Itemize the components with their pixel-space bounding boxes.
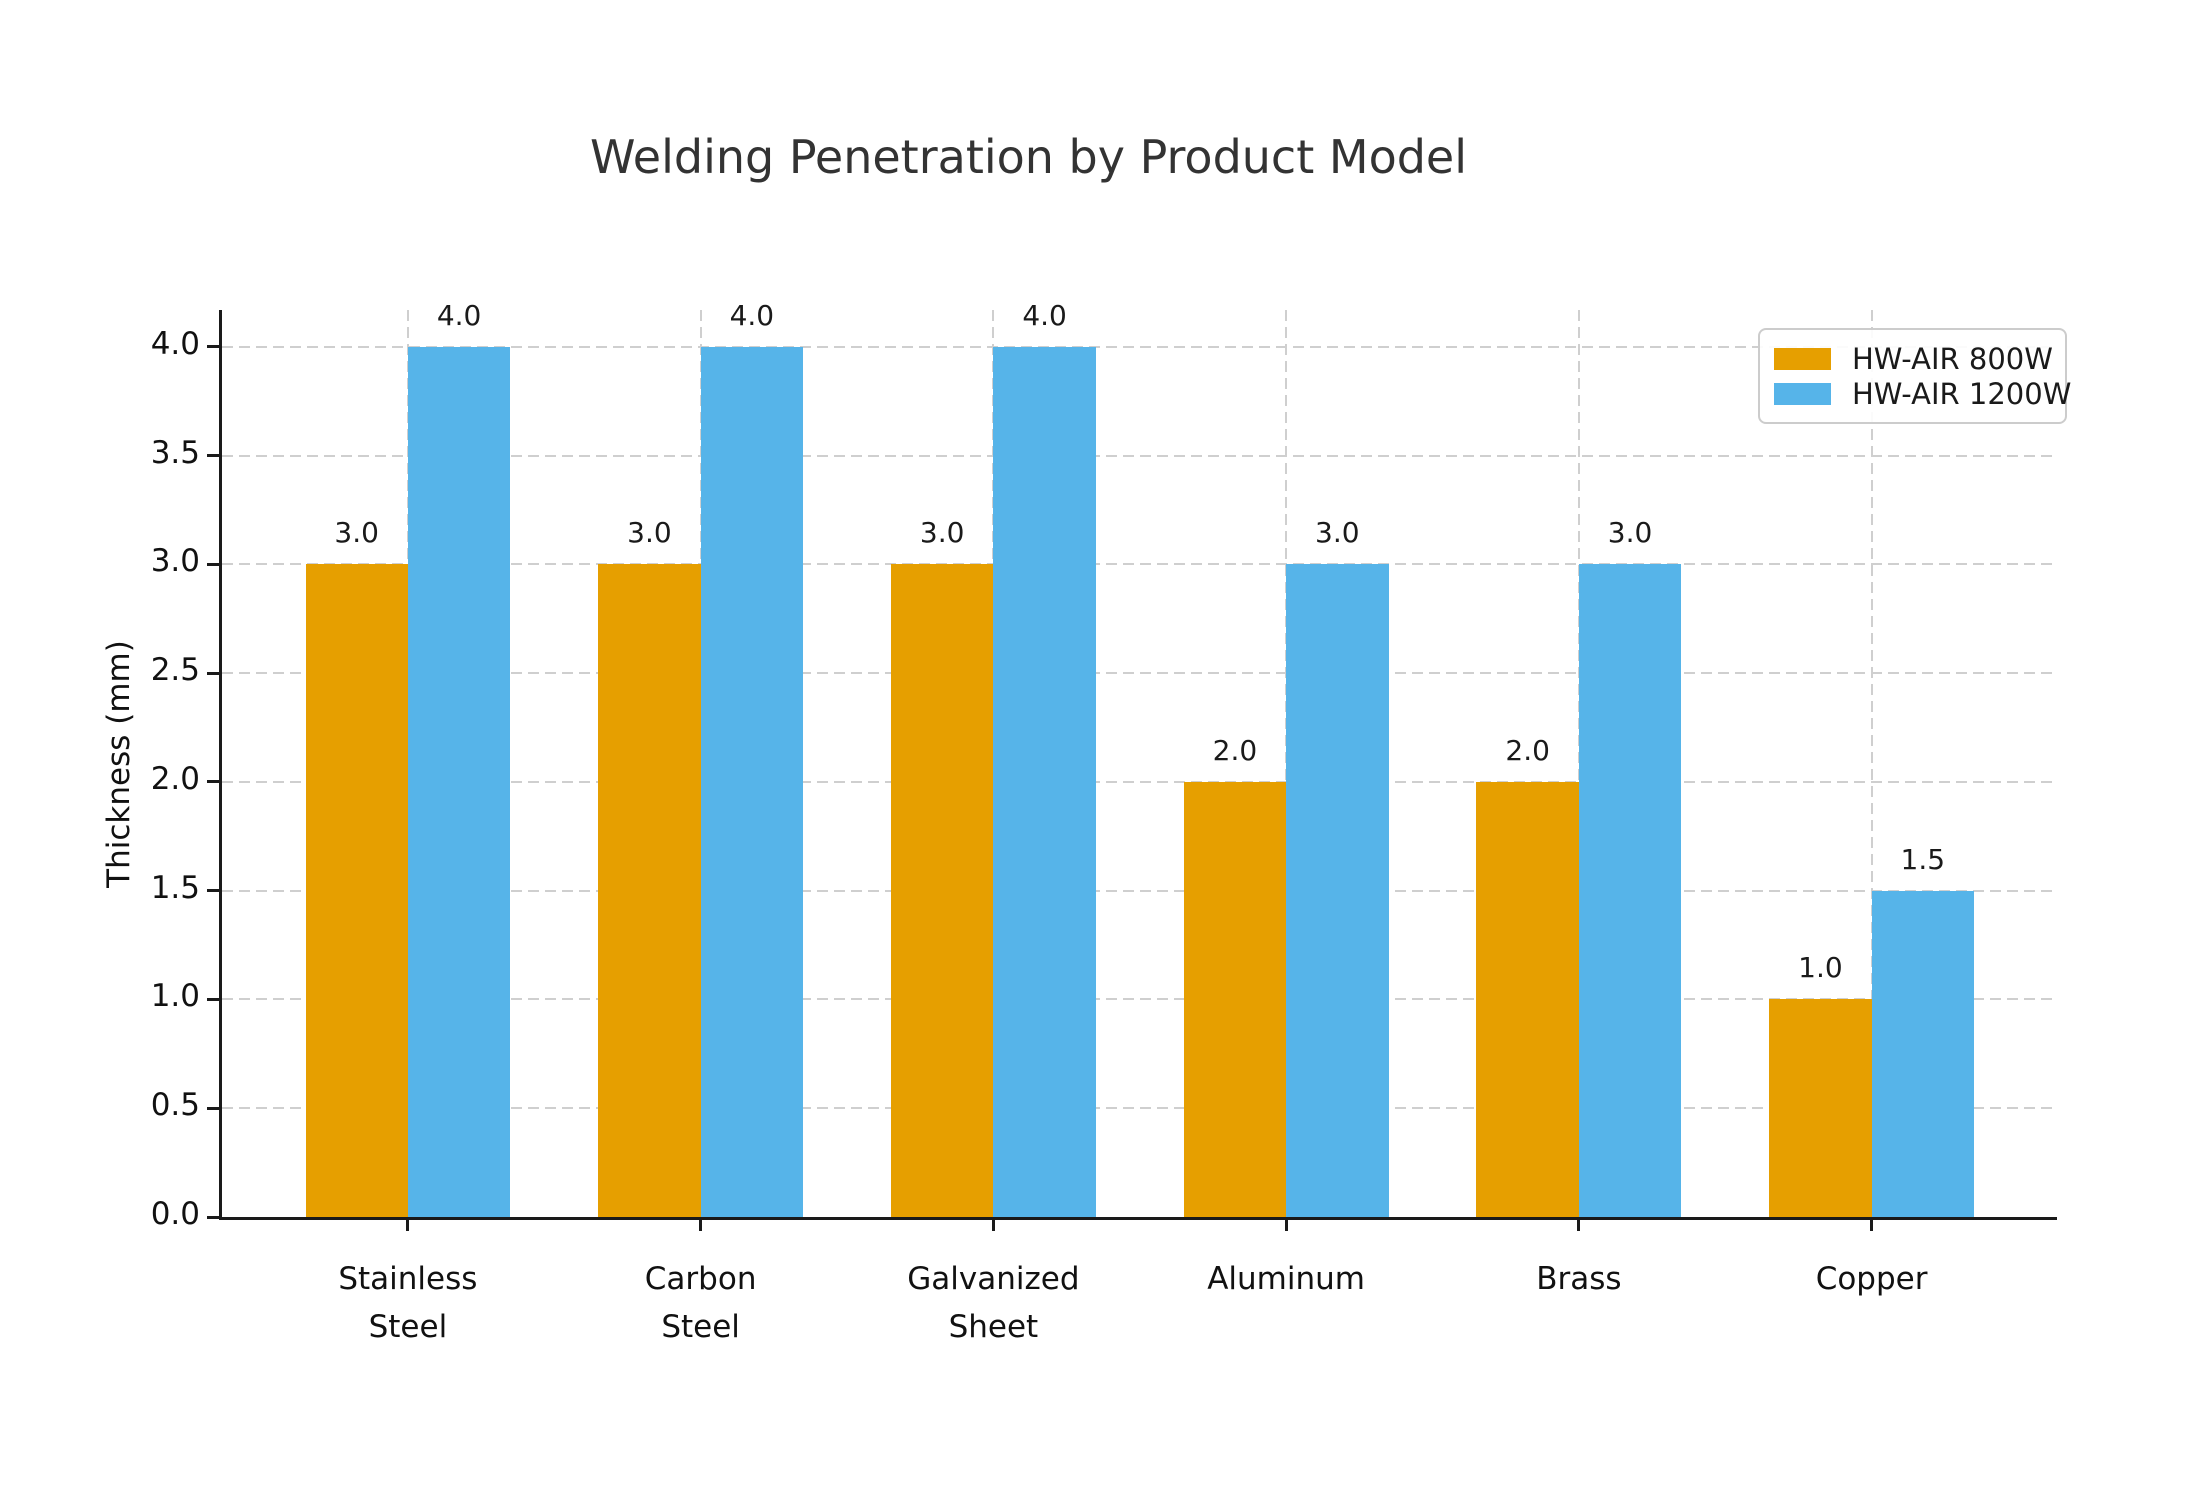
legend-entry-1200w: HW-AIR 1200W	[1774, 376, 2071, 411]
bar-hw-air-1200w-stainless-steel	[407, 346, 511, 1217]
y-tick-label: 4.0	[150, 325, 200, 362]
bar-hw-air-800w-carbon-steel	[598, 564, 701, 1217]
gridline-horizontal	[222, 780, 2057, 783]
x-tick	[1870, 1220, 1874, 1231]
bar-value-label: 2.0	[1212, 733, 1258, 767]
x-category-label-brass: Brass	[1536, 1261, 1622, 1297]
y-tick-label: 0.0	[150, 1196, 200, 1232]
y-tick-label: 1.5	[150, 869, 200, 906]
legend-entry-800w: HW-AIR 800W	[1774, 341, 2053, 376]
y-tick	[207, 562, 219, 566]
y-tick	[207, 780, 219, 784]
x-tick	[1577, 1220, 1581, 1231]
bar-value-label: 3.0	[919, 516, 965, 550]
gridline-horizontal	[222, 889, 2057, 892]
gridline-horizontal	[222, 1107, 2057, 1110]
gridline-horizontal	[222, 672, 2057, 675]
y-axis-spine	[219, 310, 222, 1220]
bar-hw-air-800w-copper	[1769, 999, 1872, 1217]
x-category-label-galvanized-sheet: Galvanized Sheet	[907, 1261, 1080, 1345]
x-tick	[406, 1220, 410, 1231]
y-tick	[207, 997, 219, 1001]
x-category-label-copper: Copper	[1815, 1261, 1928, 1297]
y-tick	[207, 1106, 219, 1110]
bar-value-label: 4.0	[436, 298, 482, 332]
x-tick	[991, 1220, 995, 1231]
x-tick	[1284, 1220, 1288, 1231]
y-tick-label: 1.0	[150, 978, 200, 1015]
bar-hw-air-1200w-aluminum	[1286, 564, 1389, 1217]
x-category-label-stainless-steel: Stainless Steel	[338, 1261, 478, 1345]
gridline-vertical	[1870, 310, 1873, 1217]
bar-hw-air-800w-aluminum	[1183, 781, 1287, 1217]
legend: HW-AIR 800W HW-AIR 1200W	[1758, 328, 2071, 424]
gridline-horizontal	[222, 563, 2057, 566]
bar-hw-air-800w-galvanized-sheet	[890, 564, 994, 1217]
y-tick	[207, 454, 219, 458]
bar-value-label: 3.0	[334, 516, 379, 550]
y-tick-label: 2.5	[150, 652, 200, 689]
bar-value-label: 1.0	[1798, 951, 1843, 985]
bar-value-label: 4.0	[729, 298, 775, 332]
y-tick-label: 3.5	[150, 434, 200, 471]
x-category-label-carbon-steel: Carbon Steel	[644, 1261, 757, 1345]
bar-value-label: 3.0	[1607, 516, 1653, 550]
x-category-label-aluminum: Aluminum	[1207, 1261, 1365, 1297]
y-tick	[207, 1215, 219, 1219]
bar-value-label: 3.0	[1315, 516, 1360, 550]
x-tick	[699, 1220, 703, 1231]
bar-value-label: 1.5	[1900, 842, 1946, 876]
legend-swatch-800w	[1774, 347, 1831, 370]
bar-hw-air-1200w-copper	[1871, 890, 1974, 1217]
y-tick-label: 2.0	[150, 760, 200, 797]
legend-label-1200w: HW-AIR 1200W	[1852, 376, 2072, 411]
x-axis-spine	[219, 1217, 2057, 1220]
bar-hw-air-1200w-carbon-steel	[700, 346, 804, 1217]
bar-value-label: 3.0	[627, 516, 672, 550]
legend-label-800w: HW-AIR 800W	[1852, 341, 2053, 376]
y-tick	[207, 671, 219, 675]
gridline-horizontal	[222, 998, 2057, 1001]
chart-title: Welding Penetration by Product Model	[590, 130, 1467, 184]
y-tick-label: 3.0	[150, 543, 200, 580]
bar-hw-air-800w-stainless-steel	[305, 564, 408, 1217]
y-tick-label: 0.5	[150, 1087, 200, 1124]
bar-hw-air-1200w-galvanized-sheet	[993, 346, 1096, 1217]
bar-value-label: 2.0	[1505, 733, 1550, 767]
bar-hw-air-1200w-brass	[1578, 564, 1682, 1217]
bar-value-label: 4.0	[1022, 298, 1067, 332]
bar-hw-air-800w-brass	[1476, 781, 1579, 1217]
y-tick	[207, 345, 219, 349]
legend-swatch-1200w	[1774, 382, 1831, 405]
y-tick	[207, 889, 219, 893]
gridline-horizontal	[222, 454, 2057, 457]
gridline-horizontal	[222, 345, 2057, 348]
